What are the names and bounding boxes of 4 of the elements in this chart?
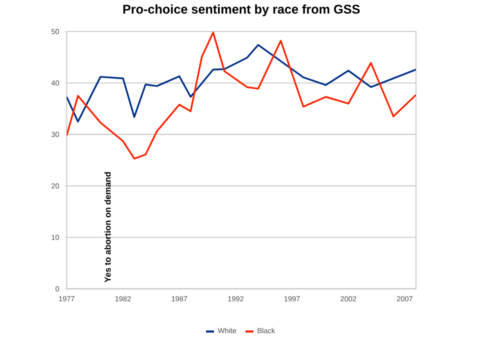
y-axis-title: Yes to abortion on demand <box>104 172 111 282</box>
chart-title: Pro-choice sentiment by race from GSS <box>123 4 360 16</box>
line-series <box>66 44 416 122</box>
line-series <box>66 31 416 160</box>
